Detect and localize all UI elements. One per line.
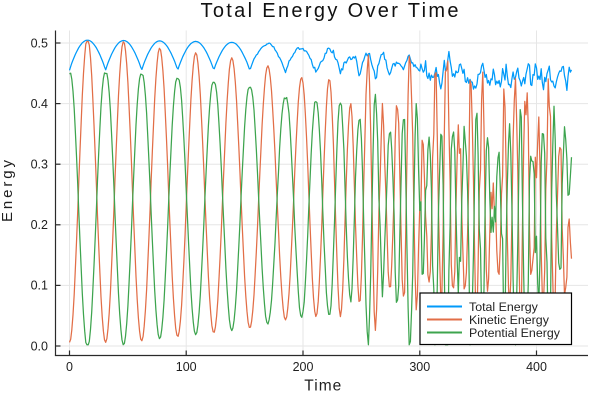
svg-text:Energy: Energy [0, 160, 16, 223]
svg-text:Total Energy: Total Energy [469, 300, 539, 314]
svg-text:300: 300 [409, 360, 430, 374]
svg-text:0: 0 [66, 360, 73, 374]
svg-text:0.2: 0.2 [31, 218, 48, 232]
svg-text:0.5: 0.5 [31, 36, 48, 50]
svg-text:Potential Energy: Potential Energy [469, 326, 561, 340]
svg-text:0.0: 0.0 [31, 339, 48, 353]
svg-text:Total Energy Over Time: Total Energy Over Time [201, 0, 459, 22]
svg-text:400: 400 [526, 360, 547, 374]
svg-text:200: 200 [293, 360, 314, 374]
svg-text:0.1: 0.1 [31, 279, 48, 293]
svg-text:0.4: 0.4 [31, 97, 48, 111]
svg-text:Kinetic Energy: Kinetic Energy [469, 313, 550, 327]
svg-text:100: 100 [176, 360, 197, 374]
svg-text:Time: Time [304, 378, 341, 395]
svg-text:0.3: 0.3 [31, 158, 48, 172]
